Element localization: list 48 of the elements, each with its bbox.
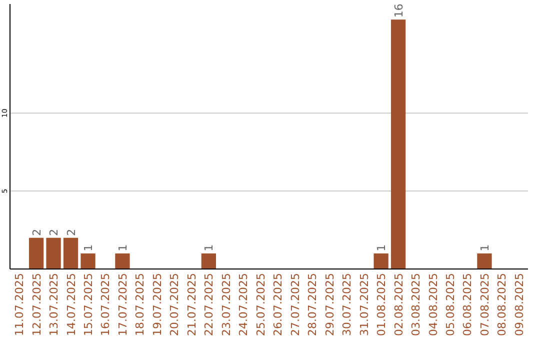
bar [46, 238, 61, 269]
x-tick-label: 24.07.2025 [237, 273, 250, 336]
data-label: 16 [392, 4, 406, 18]
data-label: 2 [64, 228, 78, 236]
x-tick-label: 07.08.2025 [478, 273, 492, 336]
x-tick-label: 15.07.2025 [82, 273, 95, 336]
bar [390, 20, 406, 269]
x-tick-label: 09.08.2025 [512, 273, 526, 336]
bar [477, 253, 492, 269]
data-label: 1 [375, 244, 388, 252]
x-tick-label: 11.07.2025 [13, 273, 26, 336]
x-tick-label: 06.08.2025 [461, 273, 474, 336]
bar [374, 253, 388, 269]
x-tick-label: 28.07.2025 [306, 273, 320, 336]
x-tick-label: 02.08.2025 [392, 273, 406, 336]
data-label: 2 [30, 228, 44, 236]
x-tick-label: 25.07.2025 [254, 273, 268, 336]
bar [115, 253, 130, 269]
x-tick-label: 20.07.2025 [168, 273, 182, 336]
x-tick-label: 05.08.2025 [444, 273, 457, 336]
data-label: 2 [48, 228, 61, 236]
data-label: 1 [116, 244, 130, 252]
bar [28, 238, 44, 269]
x-tick-label: 16.07.2025 [99, 273, 112, 336]
x-tick-label: 03.08.2025 [410, 273, 423, 336]
x-tick-label: 26.07.2025 [272, 273, 285, 336]
data-label: 1 [478, 244, 492, 252]
bar [63, 238, 78, 269]
x-tick-label: 19.07.2025 [150, 273, 164, 336]
x-tick-label: 22.07.2025 [202, 273, 216, 336]
x-tick-label: 30.07.2025 [340, 273, 354, 336]
x-tick-label: 12.07.2025 [30, 273, 44, 336]
x-tick-label: 21.07.2025 [185, 273, 198, 336]
x-tick-label: 27.07.2025 [288, 273, 302, 336]
x-tick-label: 13.07.2025 [48, 273, 61, 336]
data-label: 1 [202, 244, 216, 252]
x-tick-label: 29.07.2025 [323, 273, 336, 336]
x-tick-label: 18.07.2025 [134, 273, 147, 336]
data-label: 1 [82, 244, 95, 252]
x-tick-label: 08.08.2025 [496, 273, 509, 336]
x-tick-label: 23.07.2025 [220, 273, 233, 336]
x-tick-label: 17.07.2025 [116, 273, 130, 336]
x-tick-label: 01.08.2025 [375, 273, 388, 336]
x-tick-label: 31.07.2025 [358, 273, 371, 336]
bar [201, 253, 216, 269]
x-tick-label: 04.08.2025 [426, 273, 440, 336]
x-tick-label: 14.07.2025 [64, 273, 78, 336]
bar [80, 253, 96, 269]
